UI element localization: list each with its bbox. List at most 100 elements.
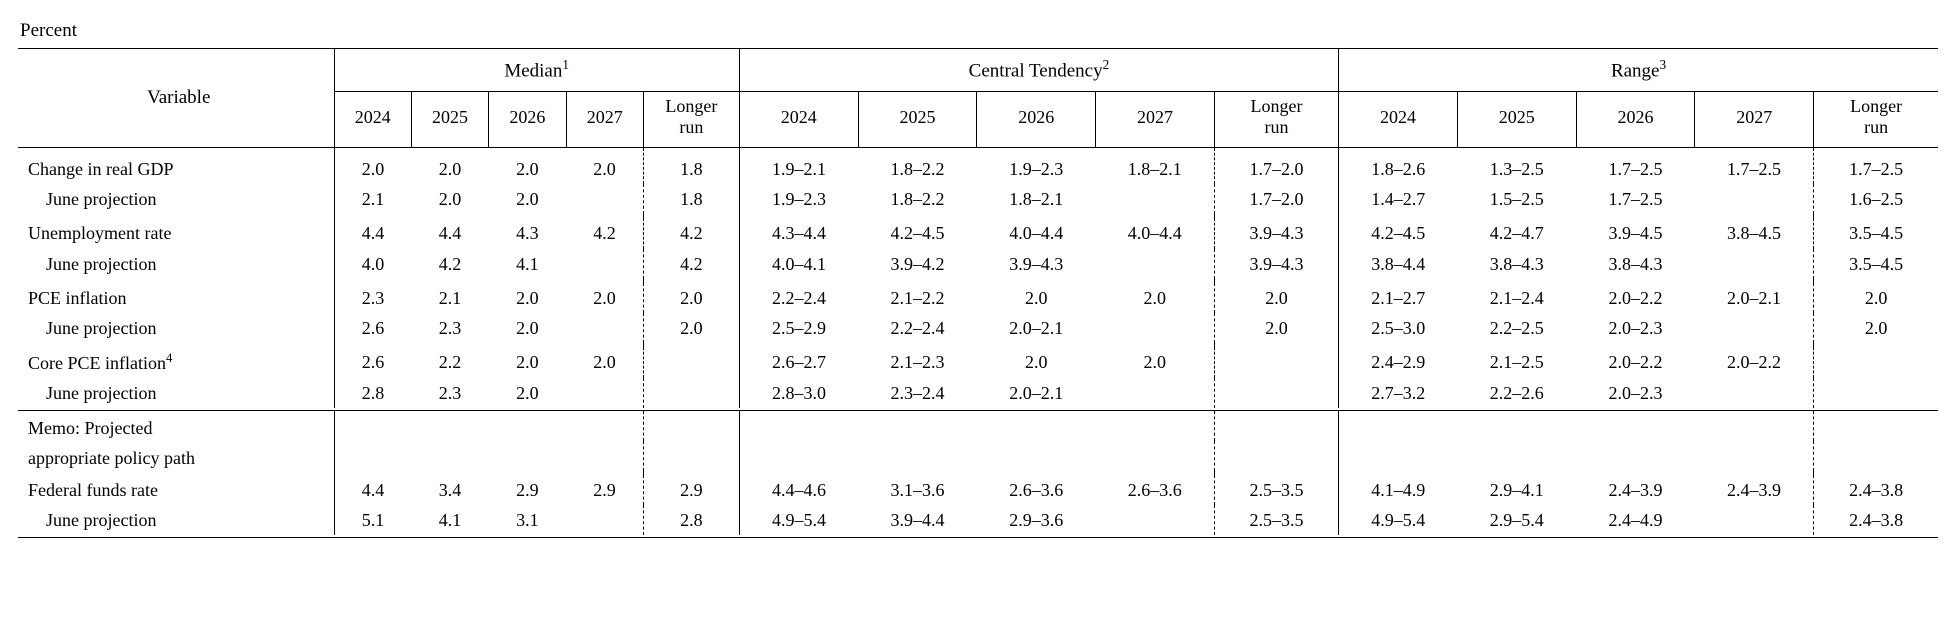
cell: 1.8–2.2 (858, 184, 977, 214)
cell: 2.6–2.7 (739, 347, 858, 378)
cell (1457, 441, 1576, 471)
cell: 1.8–2.2 (858, 148, 977, 185)
cell: 2.4–3.9 (1576, 475, 1695, 505)
cell: 4.1 (411, 505, 488, 535)
cell: 4.4 (334, 218, 411, 248)
cell: 2.6–3.6 (977, 475, 1096, 505)
cell (1814, 347, 1938, 378)
cell: 2.1 (411, 283, 488, 313)
cell: 2.3 (411, 313, 488, 343)
row-label: June projection (18, 184, 334, 214)
cell: 2.1 (334, 184, 411, 214)
cell: 2.0 (1814, 313, 1938, 343)
cell: 2.2–2.5 (1457, 313, 1576, 343)
cell: 2.7–3.2 (1339, 378, 1458, 408)
cell: 4.2 (643, 249, 739, 279)
header-year: 2026 (977, 91, 1096, 147)
cell (643, 411, 739, 442)
cell (566, 249, 643, 279)
cell: 2.3–2.4 (858, 378, 977, 408)
row-label: appropriate policy path (18, 441, 334, 471)
header-year: 2026 (489, 91, 566, 147)
cell: 3.1 (489, 505, 566, 535)
cell (739, 441, 858, 471)
cell: 3.8–4.3 (1576, 249, 1695, 279)
cell (566, 184, 643, 214)
cell: 2.0 (489, 347, 566, 378)
cell: 3.9–4.4 (858, 505, 977, 535)
cell (1214, 347, 1338, 378)
cell: 4.2–4.5 (1339, 218, 1458, 248)
cell: 2.6 (334, 313, 411, 343)
cell (1695, 249, 1814, 279)
cell (1339, 411, 1458, 442)
header-year: 2025 (858, 91, 977, 147)
cell (977, 441, 1096, 471)
header-year: 2025 (1457, 91, 1576, 147)
cell: 2.2–2.6 (1457, 378, 1576, 408)
cell: 4.1–4.9 (1339, 475, 1458, 505)
cell (643, 441, 739, 471)
cell: 2.0 (1096, 283, 1215, 313)
cell (1214, 378, 1338, 408)
row-label: June projection (18, 505, 334, 535)
cell: 2.5–3.0 (1339, 313, 1458, 343)
cell (334, 441, 411, 471)
header-group-range: Range3 (1339, 49, 1938, 92)
cell: 2.4–2.9 (1339, 347, 1458, 378)
table-row: Change in real GDP2.02.02.02.01.81.9–2.1… (18, 148, 1938, 185)
table-row: PCE inflation2.32.12.02.02.02.2–2.42.1–2… (18, 283, 1938, 313)
cell: 1.9–2.1 (739, 148, 858, 185)
cell (1814, 378, 1938, 408)
cell: 1.7–2.5 (1576, 184, 1695, 214)
row-label: PCE inflation (18, 283, 334, 313)
header-variable: Variable (18, 49, 334, 148)
cell: 1.7–2.5 (1695, 148, 1814, 185)
cell (566, 441, 643, 471)
cell (1339, 441, 1458, 471)
cell: 1.8–2.1 (977, 184, 1096, 214)
cell (1096, 411, 1215, 442)
cell: 1.7–2.5 (1576, 148, 1695, 185)
cell (1096, 249, 1215, 279)
cell: 4.2 (411, 249, 488, 279)
cell: 2.9–4.1 (1457, 475, 1576, 505)
cell: 2.0 (489, 313, 566, 343)
cell: 2.0–2.3 (1576, 378, 1695, 408)
cell: 2.1–2.4 (1457, 283, 1576, 313)
cell: 2.0 (977, 283, 1096, 313)
cell: 2.3 (334, 283, 411, 313)
cell (1096, 184, 1215, 214)
cell: 2.0 (334, 148, 411, 185)
cell: 2.0 (566, 148, 643, 185)
cell (566, 313, 643, 343)
cell (643, 378, 739, 408)
cell: 2.0 (1096, 347, 1215, 378)
cell: 2.8 (643, 505, 739, 535)
cell: 2.0–2.1 (977, 378, 1096, 408)
cell (566, 505, 643, 535)
cell: 2.0 (489, 148, 566, 185)
cell: 2.2–2.4 (739, 283, 858, 313)
cell: 4.2–4.5 (858, 218, 977, 248)
cell: 3.8–4.4 (1339, 249, 1458, 279)
cell: 1.9–2.3 (739, 184, 858, 214)
cell (1695, 411, 1814, 442)
cell: 2.4–4.9 (1576, 505, 1695, 535)
cell: 3.9–4.3 (1214, 249, 1338, 279)
cell (1695, 441, 1814, 471)
cell: 2.0 (489, 283, 566, 313)
cell: 4.0 (334, 249, 411, 279)
memo-row: Memo: Projected (18, 411, 1938, 442)
cell: 4.2 (643, 218, 739, 248)
cell: 2.2 (411, 347, 488, 378)
cell: 4.2 (566, 218, 643, 248)
cell: 1.6–2.5 (1814, 184, 1938, 214)
table-caption: Percent (20, 20, 1938, 42)
row-label: Federal funds rate (18, 475, 334, 505)
header-year: 2026 (1576, 91, 1695, 147)
cell: 2.0 (566, 347, 643, 378)
cell (1576, 441, 1695, 471)
header-year: 2024 (739, 91, 858, 147)
cell (334, 411, 411, 442)
